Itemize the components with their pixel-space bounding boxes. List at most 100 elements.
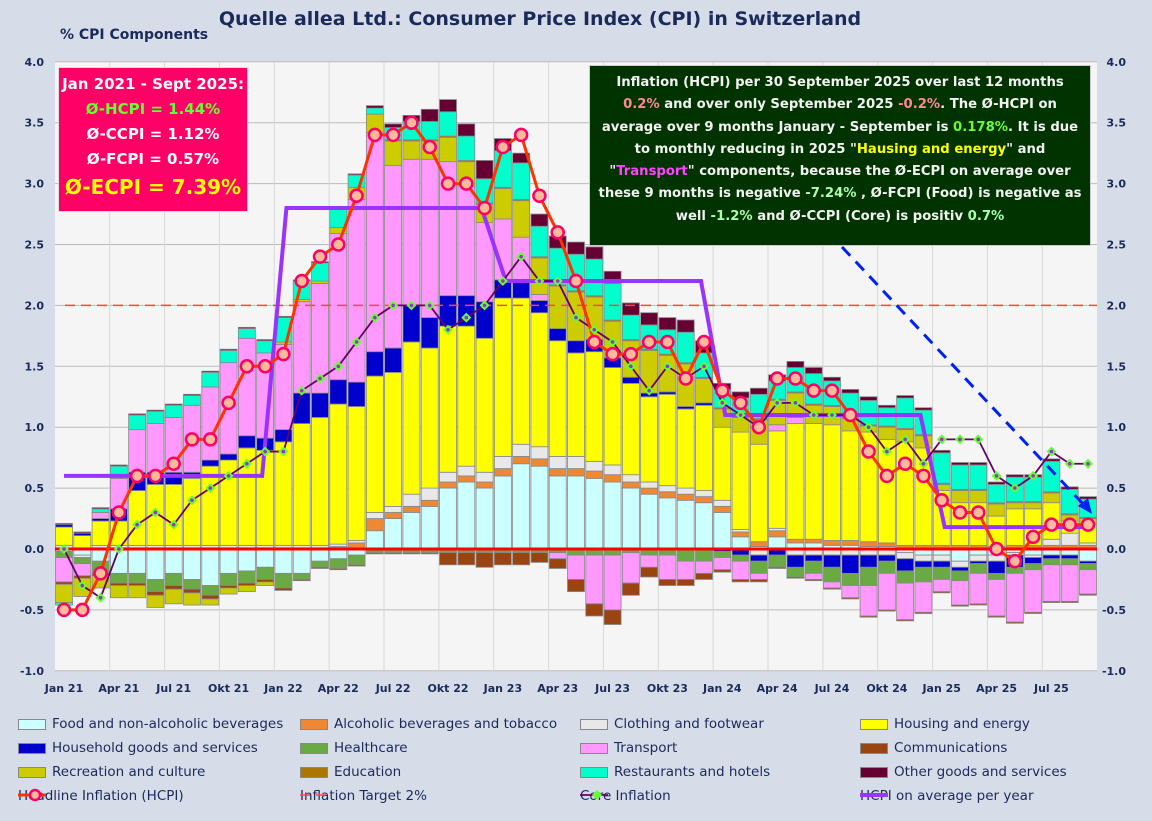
- bar-segment-communications: [621, 582, 640, 596]
- core-point-center: [866, 425, 871, 430]
- legend-item: Household goods and services: [18, 740, 258, 756]
- bar-segment-restaurants-and-hotels: [91, 508, 110, 513]
- bar-segment-communications: [786, 576, 805, 579]
- core-point-center: [1067, 461, 1072, 466]
- x-tick-label: Apr 21: [98, 682, 139, 695]
- bar-segment-healthcare: [768, 554, 787, 568]
- summary-heading: Jan 2021 - Sept 2025:: [62, 75, 244, 93]
- bar-segment-recreation-and-culture: [219, 587, 238, 595]
- bar-segment-healthcare: [311, 560, 329, 568]
- bar-segment-housing-and-energy: [128, 490, 147, 546]
- bar-segment-other-goods-and-services: [987, 481, 1006, 485]
- bar-segment-restaurants-and-hotels: [676, 331, 695, 364]
- hcpi-point: [989, 541, 1004, 557]
- commentary-segment: 0.2%: [623, 97, 660, 113]
- core-point-center: [1049, 449, 1054, 454]
- bar-segment-alcoholic-beverages-and-tobacco: [859, 541, 878, 547]
- core-point-center: [629, 364, 633, 369]
- legend-item: Other goods and services: [860, 764, 1067, 780]
- legend-item: Restaurants and hotels: [580, 764, 770, 780]
- bar-segment-transport: [749, 572, 768, 580]
- x-tick-label: Jul 24: [814, 682, 850, 695]
- core-point-center: [171, 522, 176, 527]
- core-point-center: [427, 303, 432, 308]
- commentary-segment: Hausing and energy: [856, 141, 1007, 157]
- bar-segment-healthcare: [841, 572, 860, 586]
- bar-segment-transport: [1042, 564, 1061, 602]
- hcpi-point: [93, 566, 108, 581]
- bar-segment-housing-and-energy: [384, 371, 403, 507]
- core-point-center: [958, 437, 962, 442]
- bar-segment-housing-and-energy: [640, 396, 659, 483]
- bar-segment-communications: [183, 588, 201, 594]
- y-axis-label: % CPI Components: [60, 27, 209, 43]
- bar-segment-restaurants-and-hotels: [201, 371, 220, 388]
- legend-label: Housing and energy: [894, 716, 1030, 732]
- hcpi-point: [806, 383, 821, 398]
- core-point-center: [921, 461, 926, 466]
- bar-segment-food-and-non-alcoholic-beverages: [274, 548, 293, 574]
- bar-segment-healthcare: [969, 563, 988, 574]
- core-point-center: [1086, 461, 1090, 466]
- hcpi-point: [715, 383, 730, 398]
- bar-segment-healthcare: [676, 548, 695, 562]
- bar-segment-healthcare: [274, 572, 293, 589]
- core-point-center: [446, 327, 450, 332]
- core-point-center: [117, 547, 121, 551]
- hcpi-point: [221, 395, 236, 411]
- hcpi-point: [367, 127, 383, 143]
- bar-segment-food-and-non-alcoholic-beverages: [311, 548, 329, 562]
- bar-segment-restaurants-and-hotels: [457, 135, 476, 161]
- bar-segment-restaurants-and-hotels: [237, 328, 256, 339]
- bar-segment-recreation-and-culture: [512, 200, 531, 238]
- bar-segment-food-and-non-alcoholic-beverages: [384, 518, 403, 550]
- bar-segment-communications: [1005, 621, 1024, 624]
- bar-segment-alcoholic-beverages-and-tobacco: [420, 499, 439, 507]
- bar-segment-recreation-and-culture: [256, 581, 275, 586]
- legend-label: HCPI on average per year: [860, 788, 1034, 804]
- bar-segment-other-goods-and-services: [859, 396, 878, 401]
- bar-segment-communications: [146, 591, 165, 596]
- bar-segment-food-and-non-alcoholic-beverages: [951, 548, 969, 562]
- bar-segment-other-goods-and-services: [823, 376, 841, 382]
- core-point-center: [464, 315, 469, 320]
- bar-segment-other-goods-and-services: [164, 403, 183, 406]
- bar-segment-communications: [457, 552, 476, 566]
- summary-ecpi: Ø-ECPI = 7.39%: [64, 175, 242, 199]
- bar-segment-transport: [128, 429, 147, 473]
- legend-label: Transport: [614, 740, 678, 756]
- bar-segment-housing-and-energy: [695, 404, 713, 491]
- commentary-segment: 0.7%: [967, 208, 1005, 224]
- bar-segment-alcoholic-beverages-and-tobacco: [731, 531, 750, 538]
- bar-segment-household-goods-and-services: [420, 317, 439, 349]
- y-tick-label: 0.0: [25, 543, 45, 556]
- legend-item: Clothing and footwear: [580, 716, 764, 732]
- bar-segment-healthcare: [914, 566, 933, 583]
- bar-segment-transport: [731, 560, 750, 580]
- bar-segment-housing-and-energy: [73, 535, 92, 549]
- bar-segment-alcoholic-beverages-and-tobacco: [823, 540, 841, 546]
- bar-segment-recreation-and-culture: [183, 592, 201, 606]
- legend-swatch: [300, 766, 328, 778]
- core-point-center: [519, 254, 523, 259]
- x-tick-label: Okt 21: [208, 682, 249, 695]
- bar-segment-restaurants-and-hotels: [512, 162, 531, 200]
- bar-segment-food-and-non-alcoholic-beverages: [420, 505, 439, 550]
- bar-segment-recreation-and-culture: [402, 140, 421, 160]
- bar-segment-transport: [768, 424, 787, 432]
- bar-segment-household-goods-and-services: [1024, 557, 1043, 565]
- bar-segment-alcoholic-beverages-and-tobacco: [695, 496, 713, 504]
- bar-segment-other-goods-and-services: [439, 99, 457, 113]
- bar-segment-other-goods-and-services: [384, 123, 403, 128]
- bar-segment-other-goods-and-services: [676, 319, 695, 333]
- y-tick-label: -1.0: [20, 665, 44, 678]
- bar-segment-communications: [640, 566, 659, 578]
- core-point-center: [226, 474, 231, 478]
- bar-segment-transport: [932, 579, 951, 593]
- hcpi-point: [166, 456, 181, 471]
- bar-segment-transport: [896, 582, 915, 621]
- core-point-center: [336, 364, 341, 369]
- bar-segment-transport: [640, 554, 659, 568]
- bar-segment-clothing-and-footwear: [932, 554, 951, 562]
